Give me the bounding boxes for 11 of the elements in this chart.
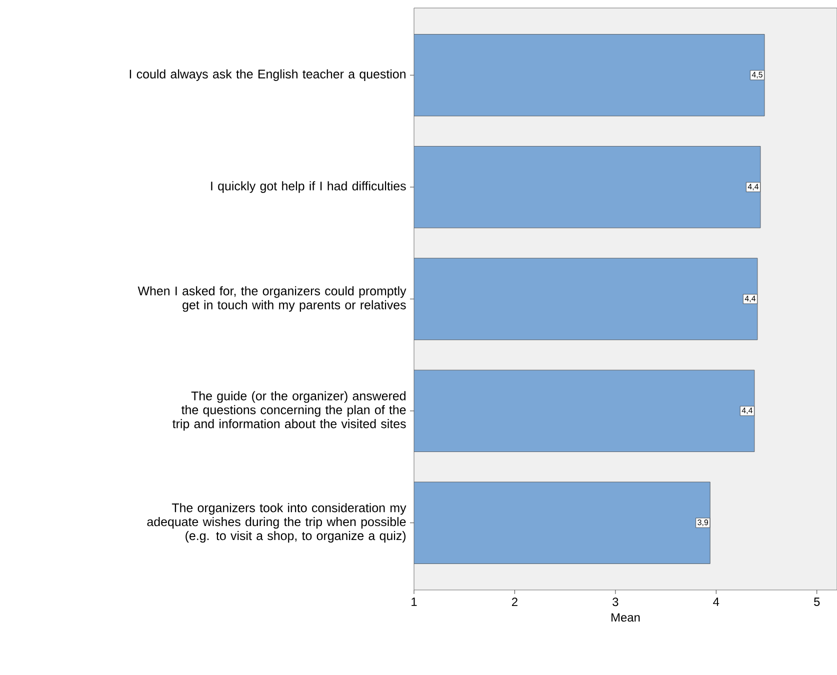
y-tick-label: I quickly got help if I had difficulties bbox=[211, 181, 406, 193]
x-tick-label: 5 bbox=[814, 598, 820, 606]
x-tick-label: 4 bbox=[713, 598, 720, 606]
y-tick-label: The organizers took into consideration my adequate wishes during the trip when possible (e.g. to visit a shop, to organize a quiz) bbox=[147, 503, 406, 543]
x-tick-label: 3 bbox=[612, 598, 618, 606]
y-tick-label: The guide (or the organizer) answered the questions concerning the plan of the trip and information about the visited sites bbox=[172, 391, 406, 431]
x-tick-label: 1 bbox=[412, 598, 417, 606]
y-tick-label: I could always ask the English teacher a question bbox=[130, 69, 406, 81]
y-tick-label: When I asked for, the organizers could promptly get in touch with my parents or relatives bbox=[138, 286, 406, 312]
x-tick-label: 2 bbox=[512, 598, 518, 606]
x-axis-title: Mean bbox=[612, 613, 640, 622]
